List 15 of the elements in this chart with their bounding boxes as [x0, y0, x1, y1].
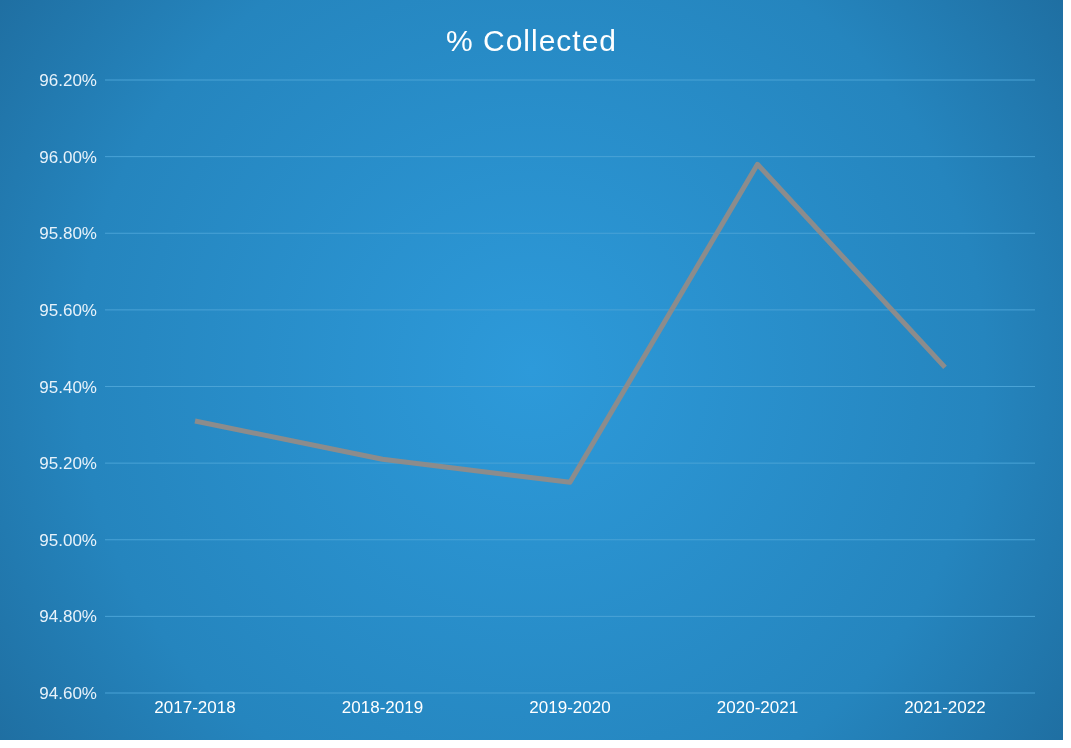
x-tick-label: 2019-2020	[529, 698, 611, 718]
y-tick-label: 95.00%	[39, 530, 97, 550]
x-tick-label: 2018-2019	[341, 698, 424, 718]
y-tick-label: 95.60%	[39, 300, 97, 320]
y-tick-label: 96.00%	[39, 147, 97, 167]
y-tick-label: 94.80%	[39, 607, 97, 627]
x-tick-label: 2017-2018	[154, 698, 236, 718]
chart-title: % Collected	[444, 24, 619, 58]
x-tick-label: 2020-2021	[716, 698, 799, 718]
y-tick-label: 95.40%	[39, 377, 97, 397]
y-tick-label: 95.20%	[39, 454, 97, 474]
y-tick-label: 95.80%	[39, 224, 97, 244]
x-tick-label: 2021-2022	[904, 698, 986, 718]
y-tick-label: 94.60%	[39, 684, 97, 704]
y-tick-label: 96.20%	[39, 71, 97, 91]
